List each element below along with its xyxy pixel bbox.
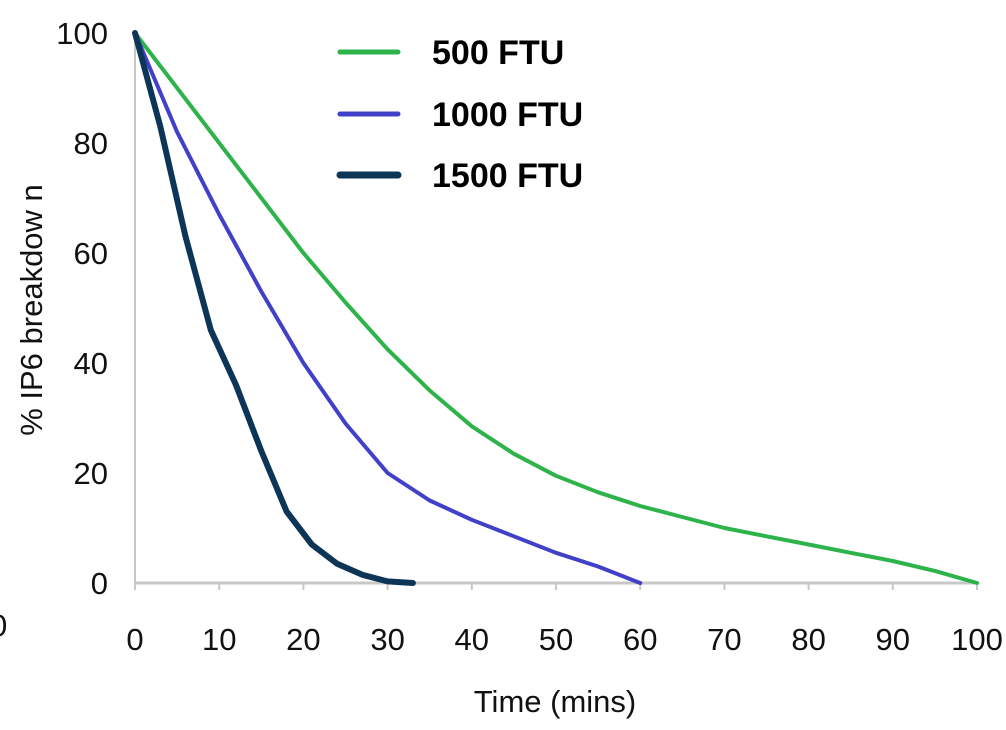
x-tick-label: 80 [791,622,825,657]
series-line-1000-ftu [133,31,643,585]
x-tick-labels: 0 10 20 30 40 50 60 70 80 90 100 [126,583,1003,657]
y-tick-label: 100 [56,16,108,51]
y-tick-label: 20 [74,456,108,491]
y-tick-label: 40 [74,346,108,381]
y-axis-title: % IP6 breakdow n [14,184,49,436]
x-tick-label: 70 [707,622,741,657]
x-tick-label: 50 [539,622,573,657]
x-tick-label: 10 [202,622,236,657]
series-line-1500-ftu [132,30,416,586]
x-axis-title: Time (mins) [474,684,636,719]
legend-label: 1500 FTU [432,157,583,195]
y-tick-label: 0 [91,566,108,601]
x-tick-label: 90 [876,622,910,657]
series-lines [132,30,979,586]
legend: 500 FTU 1000 FTU 1500 FTU [336,34,583,195]
stray-tick-label: 0 [0,608,7,643]
x-tick-label: 20 [286,622,320,657]
x-tick-label: 30 [370,622,404,657]
y-tick-label: 60 [74,236,108,271]
y-tick-label: 80 [74,126,108,161]
x-tick-label: 100 [951,622,1003,657]
legend-label: 500 FTU [432,34,564,72]
x-tick-label: 0 [126,622,143,657]
legend-label: 1000 FTU [432,96,583,134]
y-tick-labels: 0 20 40 60 80 100 [56,16,108,601]
x-tick-label: 40 [455,622,489,657]
series-line-500-ftu [133,31,979,585]
x-tick-label: 60 [623,622,657,657]
